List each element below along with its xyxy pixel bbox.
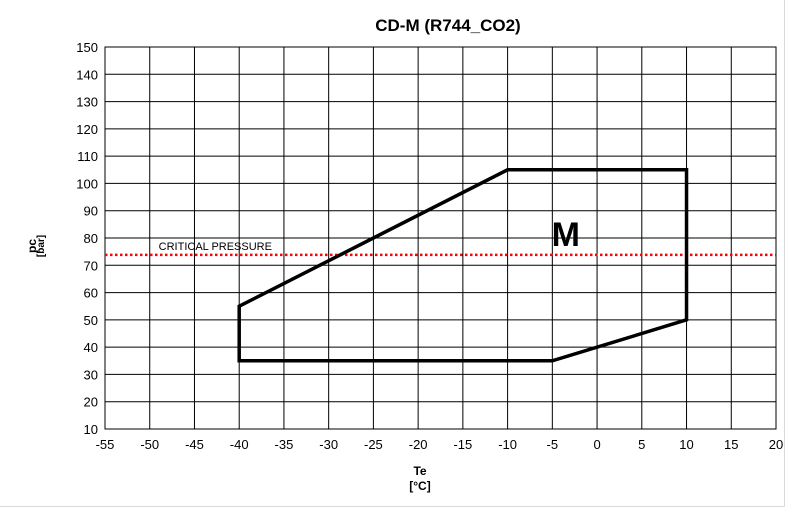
envelope-vertex bbox=[238, 360, 240, 362]
x-tick-label: 0 bbox=[593, 437, 600, 452]
y-tick-label: 20 bbox=[84, 395, 98, 410]
x-tick-label: -15 bbox=[453, 437, 472, 452]
y-tick-label: 60 bbox=[84, 286, 98, 301]
y-tick-label: 150 bbox=[76, 40, 98, 55]
x-tick-label: 15 bbox=[724, 437, 738, 452]
x-tick-label: -35 bbox=[275, 437, 294, 452]
x-tick-labels: -55 -50 -45 -40 -35 -30 -25 -20 -15 -10 -5 0 5 10 15 20 bbox=[96, 437, 784, 452]
x-axis-label: Te bbox=[413, 464, 426, 478]
x-tick-label: -45 bbox=[185, 437, 204, 452]
y-tick-label: 100 bbox=[76, 176, 98, 191]
x-tick-label: -25 bbox=[364, 437, 383, 452]
x-tick-label: -5 bbox=[547, 437, 559, 452]
envelope-region-label: M bbox=[552, 216, 580, 254]
reference-lines: CRITICAL PRESSURE bbox=[105, 241, 776, 257]
y-tick-label: 140 bbox=[76, 67, 98, 82]
x-tick-label: -40 bbox=[230, 437, 249, 452]
y-axis-label: pc bbox=[25, 239, 39, 253]
y-tick-label: 10 bbox=[84, 422, 98, 437]
y-tick-label: 90 bbox=[84, 204, 98, 219]
x-tick-label: -10 bbox=[498, 437, 517, 452]
x-tick-label: -30 bbox=[319, 437, 338, 452]
y-axis-unit: [bar] bbox=[36, 235, 47, 257]
x-tick-label: 5 bbox=[638, 437, 645, 452]
y-tick-label: 40 bbox=[84, 340, 98, 355]
x-tick-label: 10 bbox=[679, 437, 693, 452]
y-tick-label: 30 bbox=[84, 367, 98, 382]
envelope-vertex bbox=[551, 360, 553, 362]
envelope-vertex bbox=[507, 169, 509, 171]
y-tick-label: 70 bbox=[84, 258, 98, 273]
y-tick-labels: 10 20 30 40 50 60 70 80 90 100 110 120 130 140 150 bbox=[76, 40, 98, 437]
x-tick-label: 20 bbox=[769, 437, 783, 452]
y-tick-label: 110 bbox=[77, 149, 98, 164]
x-tick-label: -50 bbox=[140, 437, 159, 452]
chart-title: CD-M (R744_CO2) bbox=[375, 16, 520, 35]
y-tick-label: 50 bbox=[84, 313, 98, 328]
x-tick-label: -55 bbox=[96, 437, 115, 452]
grid bbox=[104, 46, 777, 430]
envelope-vertex bbox=[686, 169, 688, 171]
x-tick-label: -20 bbox=[409, 437, 428, 452]
plot-area bbox=[104, 46, 777, 430]
y-tick-label: 130 bbox=[76, 95, 98, 110]
y-tick-label: 80 bbox=[84, 231, 98, 246]
envelope-vertex bbox=[686, 319, 688, 321]
envelope-vertex bbox=[238, 305, 240, 307]
critical-pressure-label: CRITICAL PRESSURE bbox=[159, 241, 272, 253]
x-axis-unit: [°C] bbox=[409, 479, 430, 493]
series-layer: M bbox=[237, 168, 689, 363]
y-tick-label: 120 bbox=[76, 122, 98, 137]
